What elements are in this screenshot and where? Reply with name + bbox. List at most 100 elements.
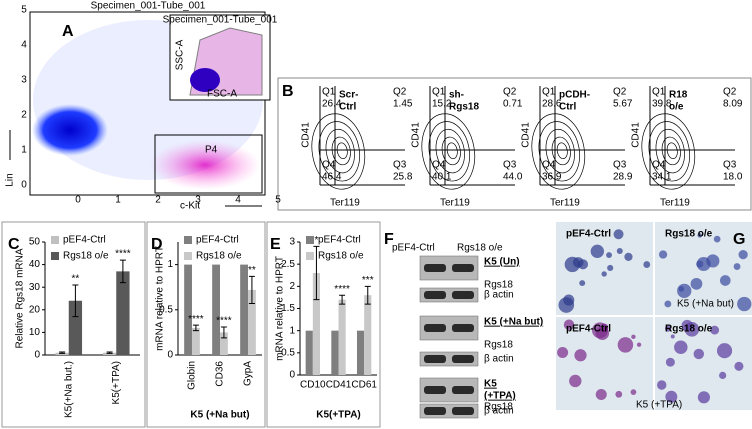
cell bbox=[681, 319, 693, 332]
bar bbox=[220, 332, 228, 355]
x-axis-label: Ter119 bbox=[550, 198, 580, 209]
significance: ** bbox=[248, 265, 256, 276]
cell bbox=[579, 280, 586, 287]
error-bar bbox=[364, 285, 371, 305]
cell bbox=[563, 319, 575, 330]
significance: **** bbox=[216, 316, 232, 327]
x-axis-label: K5 (+Na but) bbox=[190, 410, 249, 421]
bar bbox=[305, 330, 313, 375]
quadrant-name: Q4 bbox=[432, 160, 446, 171]
quadrant-value: 28.9 bbox=[613, 172, 633, 183]
gate-label: P4 bbox=[205, 145, 218, 156]
column-label: pEF4-Ctrl bbox=[392, 243, 435, 254]
cell bbox=[630, 389, 637, 396]
panel-frame bbox=[146, 221, 266, 428]
y-tick-label: 1 bbox=[21, 145, 27, 156]
quadrant-value: 5.67 bbox=[613, 99, 633, 110]
y-tick-label: 5 bbox=[21, 5, 27, 16]
band bbox=[424, 355, 446, 363]
panel-label: B bbox=[282, 83, 294, 100]
inset-title: Specimen_001-Tube_001 bbox=[163, 15, 278, 26]
contour bbox=[421, 113, 476, 190]
contour bbox=[336, 142, 348, 160]
x-tick-label: CD41 bbox=[326, 380, 352, 391]
scatter-cloud bbox=[150, 140, 260, 190]
condition-label: (+TPA) bbox=[484, 391, 516, 402]
quadrant-value: 44.0 bbox=[503, 172, 523, 183]
bar bbox=[240, 264, 248, 355]
contour bbox=[428, 121, 471, 182]
image-label: pEF4-Ctrl bbox=[566, 324, 611, 335]
quadrant-name: Q4 bbox=[542, 160, 556, 171]
x-axis-label: Ter119 bbox=[330, 198, 360, 209]
cell bbox=[665, 325, 672, 332]
bar bbox=[331, 330, 339, 375]
quadrant-name: Q1 bbox=[542, 87, 556, 98]
panel-label: G bbox=[733, 231, 745, 248]
cell bbox=[665, 357, 675, 367]
panel-a bbox=[9, 11, 271, 207]
y-tick-label: 0 bbox=[34, 350, 40, 361]
y-axis-label: CD41 bbox=[411, 122, 422, 148]
contour bbox=[441, 136, 461, 166]
quadrant-value: 28.6 bbox=[542, 99, 562, 110]
quadrant-value: 8.09 bbox=[723, 99, 743, 110]
contour bbox=[531, 113, 586, 190]
row-label: Rgs18 bbox=[484, 340, 513, 351]
cell bbox=[719, 275, 731, 286]
quadrant-name: Q4 bbox=[652, 160, 666, 171]
x-axis-label: c-Kit bbox=[180, 201, 200, 212]
panel-label: A bbox=[62, 23, 74, 40]
quadrant-name: Q3 bbox=[503, 160, 517, 171]
cell bbox=[601, 271, 607, 277]
legend-label: Rgs18 o/e bbox=[318, 251, 364, 262]
cell bbox=[595, 389, 607, 401]
x-tick-label: Globin bbox=[187, 361, 198, 390]
y-axis-label: Relative Rgs18 mRNA bbox=[15, 248, 26, 348]
image-label: pEF4-Ctrl bbox=[566, 229, 611, 240]
quadrant-name: Q3 bbox=[393, 160, 407, 171]
cell bbox=[558, 297, 575, 313]
plot-title: Ctrl bbox=[559, 102, 576, 113]
band bbox=[452, 264, 474, 272]
significance: *** bbox=[362, 275, 374, 286]
bar bbox=[184, 264, 192, 355]
quadrant-value: 36.9 bbox=[542, 172, 562, 183]
panel-label: E bbox=[270, 236, 281, 253]
legend-swatch bbox=[306, 236, 314, 244]
contour bbox=[641, 113, 696, 190]
y-tick-label: 4 bbox=[21, 40, 27, 51]
band bbox=[424, 291, 446, 299]
band bbox=[424, 324, 446, 332]
y-tick-label: 2 bbox=[289, 281, 295, 292]
plot-title: Rgs18 bbox=[449, 102, 479, 113]
condition-label: K5 (+Na but) bbox=[484, 317, 543, 328]
legend-label: Rgs18 o/e bbox=[196, 251, 242, 262]
contour bbox=[331, 136, 351, 166]
cell bbox=[738, 250, 748, 260]
quadrant-value: 34.1 bbox=[652, 172, 672, 183]
plot-title: Scr- bbox=[339, 90, 358, 101]
y-tick-label: 3 bbox=[21, 75, 27, 86]
y-tick-label: 0 bbox=[167, 350, 173, 361]
cell bbox=[697, 391, 710, 404]
legend-swatch bbox=[51, 236, 59, 244]
error-bar bbox=[72, 284, 79, 318]
x-tick-label: K5(+Na but.) bbox=[63, 361, 74, 418]
cell bbox=[697, 233, 703, 238]
scatter-cloud bbox=[32, 104, 108, 156]
cell bbox=[617, 337, 634, 353]
y-axis-label: mRNA relative to HPRT bbox=[155, 246, 166, 351]
significance: **** bbox=[334, 284, 350, 295]
bar bbox=[338, 299, 346, 375]
contour bbox=[545, 128, 575, 174]
significance: **** bbox=[188, 314, 204, 325]
cell bbox=[658, 250, 668, 259]
x-tick-label: K5(+TPA) bbox=[111, 361, 122, 404]
contour bbox=[435, 128, 465, 174]
band bbox=[452, 355, 474, 363]
image-label: Rgs18 o/e bbox=[665, 324, 713, 335]
y-tick-label: 1.5 bbox=[281, 303, 295, 314]
cell bbox=[557, 346, 569, 359]
cell bbox=[631, 334, 636, 340]
